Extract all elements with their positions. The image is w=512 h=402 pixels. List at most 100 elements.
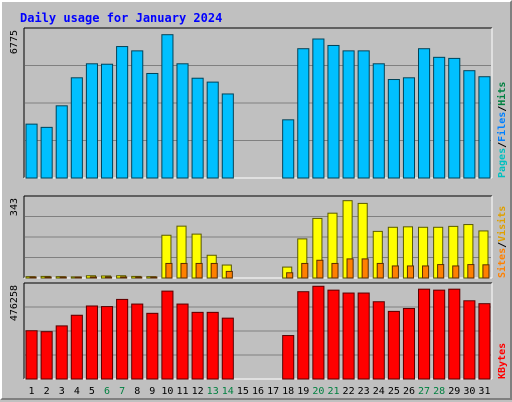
bar-kbytes-day-6	[100, 306, 114, 380]
bar-kbytes-day-23	[357, 292, 370, 380]
day-label-15: 15	[237, 386, 249, 397]
bar-sites-day-11	[180, 262, 188, 279]
bar-kbytes-day-31	[478, 303, 491, 380]
bar-files-day-18	[282, 119, 295, 179]
bar-sites-day-21	[331, 262, 339, 279]
bar-kbytes-day-20	[312, 285, 325, 380]
legend-entry: Sites	[496, 248, 508, 278]
day-label-21: 21	[327, 386, 339, 397]
bar-sites-day-2	[44, 276, 52, 279]
bar-kbytes-day-14	[221, 317, 234, 380]
day-label-26: 26	[403, 386, 415, 397]
day-label-28: 28	[433, 386, 445, 397]
day-label-11: 11	[176, 386, 188, 397]
bar-files-day-19	[297, 48, 310, 179]
bar-sites-day-12	[195, 262, 203, 279]
day-label-6: 6	[104, 386, 110, 397]
bar-files-day-7	[116, 46, 129, 179]
legend-entry: /	[497, 142, 508, 148]
bar-files-day-1	[25, 123, 38, 179]
legend-entry: /	[497, 242, 508, 248]
bar-sites-day-14	[225, 270, 233, 279]
day-label-30: 30	[463, 386, 475, 397]
bar-sites-day-3	[59, 276, 67, 279]
bar-sites-day-30	[467, 264, 475, 279]
bar-sites-day-23	[361, 258, 369, 279]
bar-kbytes-day-28	[433, 289, 446, 380]
bar-kbytes-day-9	[146, 312, 159, 380]
day-label-13: 13	[207, 386, 219, 397]
bar-sites-day-6	[104, 276, 113, 279]
day-label-2: 2	[44, 386, 50, 397]
bar-files-day-10	[161, 34, 174, 179]
panel-max-label: 476258	[9, 285, 20, 321]
bar-files-day-27	[418, 48, 431, 179]
bar-kbytes-day-26	[402, 307, 416, 380]
bar-files-day-9	[146, 72, 159, 179]
bar-sites-day-19	[301, 262, 309, 279]
day-label-18: 18	[282, 386, 294, 397]
day-label-31: 31	[478, 386, 490, 397]
day-label-9: 9	[149, 386, 155, 397]
bar-sites-day-13	[210, 262, 218, 279]
bar-kbytes-day-19	[297, 291, 310, 380]
day-label-16: 16	[252, 386, 264, 397]
bar-kbytes-day-21	[327, 289, 340, 380]
bar-kbytes-day-24	[372, 301, 385, 380]
bar-files-day-3	[55, 105, 68, 179]
bar-files-day-21	[327, 44, 340, 179]
bar-kbytes-day-30	[463, 300, 476, 380]
legend-entry: Hits	[496, 82, 508, 106]
panel-max-label: 343	[9, 198, 20, 216]
bar-files-day-14	[221, 93, 234, 179]
bar-sites-day-28	[437, 264, 445, 279]
bar-sites-day-29	[452, 265, 460, 279]
panel-legend: KBytes	[497, 343, 508, 379]
chart-title: Daily usage for January 2024	[20, 11, 222, 25]
bar-sites-day-1	[29, 276, 37, 279]
bar-kbytes-day-29	[448, 288, 461, 380]
bar-files-day-25	[387, 79, 400, 179]
bar-files-day-23	[357, 50, 370, 179]
day-label-29: 29	[448, 386, 460, 397]
bar-kbytes-day-10	[161, 290, 174, 380]
bar-files-day-6	[100, 63, 114, 179]
bar-files-day-12	[191, 77, 204, 179]
bar-files-day-28	[433, 56, 446, 179]
bar-files-day-8	[131, 50, 144, 179]
bar-files-day-20	[312, 38, 325, 179]
bar-files-day-5	[85, 63, 98, 179]
bar-sites-day-10	[165, 262, 173, 279]
day-label-14: 14	[222, 386, 234, 397]
bar-kbytes-day-18	[282, 335, 295, 380]
bar-kbytes-day-22	[342, 292, 355, 380]
day-label-1: 1	[29, 386, 35, 397]
day-label-23: 23	[358, 386, 370, 397]
bar-sites-day-5	[89, 276, 97, 279]
bar-files-day-31	[478, 76, 491, 179]
day-label-20: 20	[312, 386, 324, 397]
legend-entry: KBytes	[497, 343, 508, 379]
bar-kbytes-day-12	[191, 311, 204, 380]
bar-sites-day-4	[74, 276, 82, 279]
bar-files-day-24	[372, 63, 385, 179]
bar-sites-day-27	[422, 265, 430, 279]
bar-kbytes-day-8	[131, 303, 144, 380]
day-label-5: 5	[89, 386, 95, 397]
bar-files-day-4	[70, 77, 83, 179]
day-label-17: 17	[267, 386, 279, 397]
day-label-27: 27	[418, 386, 430, 397]
bar-sites-day-20	[316, 259, 324, 279]
bar-kbytes-day-13	[206, 311, 219, 380]
legend-entry: Pages	[497, 148, 508, 178]
legend-entry: Files	[496, 112, 508, 142]
bar-kbytes-day-2	[40, 331, 53, 380]
legend-entry: Visits	[496, 206, 508, 242]
bar-kbytes-day-5	[85, 305, 98, 380]
bar-sites-day-25	[391, 265, 399, 279]
bar-sites-day-22	[346, 258, 354, 279]
bar-kbytes-day-11	[176, 303, 189, 380]
day-label-8: 8	[134, 386, 140, 397]
